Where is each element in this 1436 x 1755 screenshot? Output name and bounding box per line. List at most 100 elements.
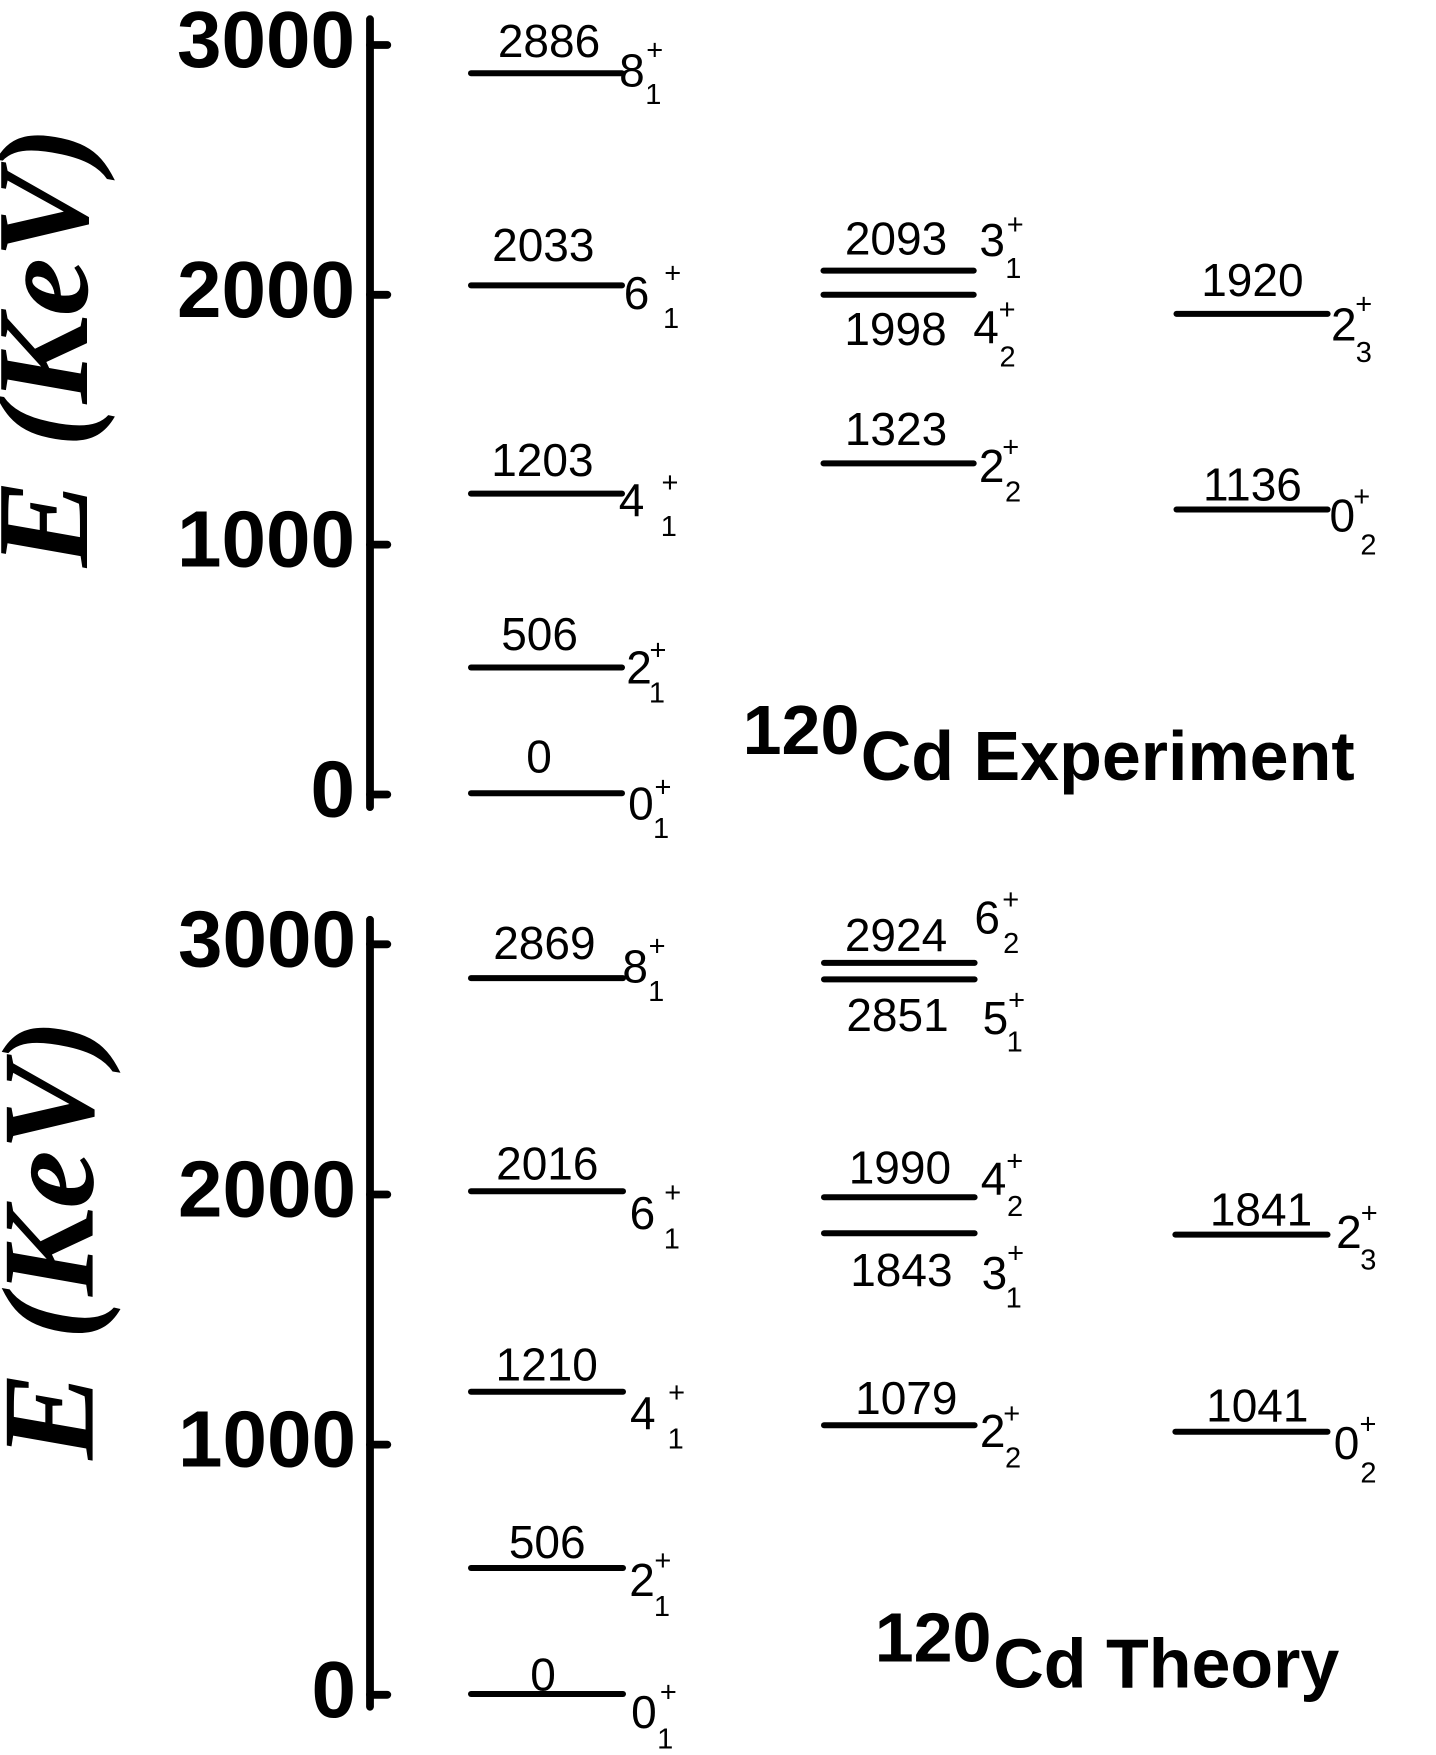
svg-text:1: 1	[654, 1591, 670, 1623]
svg-text:0: 0	[1330, 489, 1356, 541]
svg-text:2: 2	[1336, 1206, 1362, 1258]
svg-text:+: +	[1355, 289, 1372, 321]
svg-text:+: +	[664, 258, 681, 290]
svg-text:2: 2	[1331, 299, 1357, 351]
svg-text:2: 2	[1003, 928, 1019, 960]
svg-text:1136: 1136	[1203, 458, 1302, 510]
svg-text:4: 4	[619, 474, 645, 526]
svg-text:2886: 2886	[498, 15, 600, 67]
svg-text:2: 2	[979, 440, 1005, 492]
svg-text:2: 2	[1360, 1457, 1376, 1489]
svg-text:0: 0	[628, 778, 654, 830]
svg-text:1: 1	[645, 79, 661, 111]
svg-text:120: 120	[743, 691, 860, 769]
svg-text:1: 1	[649, 677, 665, 709]
svg-text:6: 6	[630, 1187, 656, 1239]
svg-text:3: 3	[1356, 337, 1372, 369]
svg-text:2093: 2093	[845, 212, 947, 264]
svg-text:2: 2	[1000, 342, 1016, 374]
svg-text:4: 4	[981, 1152, 1007, 1204]
svg-text:1: 1	[1007, 1027, 1023, 1059]
svg-text:0: 0	[312, 1645, 357, 1734]
svg-text:1203: 1203	[491, 434, 593, 486]
svg-text:2033: 2033	[492, 219, 594, 271]
svg-text:3000: 3000	[177, 0, 355, 84]
svg-text:+: +	[1002, 884, 1019, 916]
svg-text:0: 0	[631, 1686, 657, 1738]
svg-text:1: 1	[663, 303, 679, 335]
svg-text:1: 1	[661, 511, 677, 543]
svg-text:6: 6	[624, 267, 650, 319]
svg-text:+: +	[1002, 431, 1019, 463]
svg-text:8: 8	[619, 44, 645, 96]
svg-text:1: 1	[1006, 1282, 1022, 1314]
svg-text:2: 2	[1007, 1191, 1023, 1223]
svg-text:+: +	[1007, 1238, 1024, 1270]
svg-text:2: 2	[1360, 530, 1376, 562]
svg-text:1841: 1841	[1210, 1184, 1312, 1236]
svg-text:Cd Experiment: Cd Experiment	[861, 717, 1355, 795]
svg-text:+: +	[1006, 1145, 1023, 1177]
svg-text:+: +	[1007, 209, 1024, 241]
svg-text:1000: 1000	[178, 1395, 356, 1484]
svg-text:4: 4	[630, 1387, 656, 1439]
svg-text:2: 2	[1005, 476, 1021, 508]
svg-text:+: +	[662, 467, 679, 499]
svg-text:1998: 1998	[844, 303, 946, 355]
svg-text:E (KeV): E (KeV)	[0, 1019, 122, 1460]
svg-text:2016: 2016	[496, 1138, 598, 1190]
svg-text:+: +	[650, 634, 667, 666]
svg-text:+: +	[999, 294, 1016, 326]
svg-text:6: 6	[974, 892, 1000, 944]
svg-text:0: 0	[1334, 1417, 1360, 1469]
svg-text:+: +	[1353, 481, 1370, 513]
svg-text:+: +	[646, 34, 663, 66]
svg-text:1: 1	[668, 1424, 684, 1456]
svg-text:1323: 1323	[845, 403, 947, 455]
svg-text:0: 0	[530, 1648, 556, 1700]
svg-text:+: +	[1361, 1198, 1378, 1230]
svg-text:1: 1	[648, 976, 664, 1008]
svg-text:4: 4	[973, 301, 999, 353]
svg-text:1: 1	[657, 1723, 673, 1755]
svg-text:Cd Theory: Cd Theory	[993, 1625, 1339, 1703]
svg-text:3: 3	[979, 214, 1005, 266]
svg-text:+: +	[660, 1677, 677, 1709]
svg-text:1: 1	[1005, 253, 1021, 285]
svg-text:1920: 1920	[1201, 254, 1303, 306]
svg-text:+: +	[655, 771, 672, 803]
svg-text:+: +	[668, 1377, 685, 1409]
svg-text:+: +	[1360, 1409, 1377, 1441]
svg-text:1: 1	[664, 1224, 680, 1256]
svg-text:1843: 1843	[850, 1244, 952, 1296]
svg-text:3: 3	[982, 1247, 1008, 1299]
svg-text:2: 2	[629, 1554, 655, 1606]
svg-text:2000: 2000	[177, 245, 355, 334]
svg-text:1: 1	[653, 813, 669, 845]
svg-text:0: 0	[311, 745, 356, 834]
svg-text:3000: 3000	[178, 894, 356, 983]
svg-text:1210: 1210	[496, 1338, 598, 1390]
svg-text:5: 5	[983, 992, 1009, 1044]
svg-text:1000: 1000	[177, 495, 355, 584]
svg-text:+: +	[1008, 985, 1025, 1017]
svg-text:2: 2	[980, 1405, 1006, 1457]
svg-text:506: 506	[501, 608, 578, 660]
svg-text:0: 0	[526, 730, 552, 782]
svg-text:1041: 1041	[1206, 1380, 1308, 1432]
svg-text:+: +	[654, 1545, 671, 1577]
svg-text:1079: 1079	[855, 1372, 957, 1424]
svg-text:2000: 2000	[178, 1145, 356, 1234]
svg-text:2: 2	[626, 641, 652, 693]
svg-text:1990: 1990	[849, 1142, 951, 1194]
svg-text:2: 2	[1005, 1443, 1021, 1475]
svg-text:+: +	[649, 930, 666, 962]
svg-text:2924: 2924	[845, 909, 947, 961]
svg-text:E (KeV): E (KeV)	[0, 127, 116, 568]
svg-text:+: +	[664, 1177, 681, 1209]
svg-text:506: 506	[509, 1516, 586, 1568]
svg-text:3: 3	[1360, 1244, 1376, 1276]
svg-text:8: 8	[622, 940, 648, 992]
svg-text:+: +	[1003, 1398, 1020, 1430]
svg-text:2851: 2851	[846, 989, 948, 1041]
